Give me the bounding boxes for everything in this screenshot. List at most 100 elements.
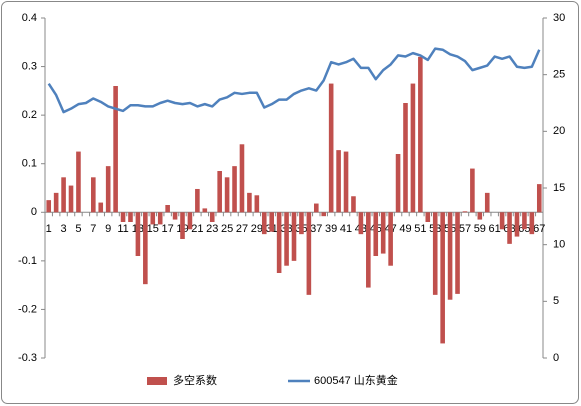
bar: [165, 205, 170, 213]
bar: [299, 212, 304, 235]
bar: [291, 212, 297, 261]
bar: [358, 212, 364, 235]
bar: [336, 150, 341, 213]
bar: [529, 212, 535, 235]
bar: [261, 212, 267, 235]
x-tick-label: 21: [191, 223, 203, 235]
bar: [135, 212, 141, 256]
bar: [484, 192, 490, 213]
y-tick-label: -0.2: [18, 303, 37, 315]
legend-label: 600547 山东黄金: [314, 373, 398, 387]
bar: [195, 188, 200, 213]
x-tick-label: 1: [46, 223, 52, 235]
bar: [507, 212, 512, 244]
x-tick-label: 11: [117, 223, 128, 235]
legend-swatch: [147, 377, 167, 385]
bar: [306, 212, 312, 295]
bar: [98, 202, 104, 213]
bar: [455, 212, 460, 294]
bar: [61, 177, 66, 213]
bar: [470, 168, 475, 213]
bar: [239, 144, 245, 213]
bar: [536, 184, 542, 213]
x-tick-label: 59: [474, 223, 486, 235]
bar: [224, 177, 230, 213]
bar: [425, 212, 431, 222]
x-tick-label: 61: [489, 223, 501, 235]
y-tick-label: 0: [31, 206, 37, 218]
y2-tick-label: 0: [553, 352, 559, 364]
bar: [499, 212, 505, 230]
bar: [313, 203, 319, 213]
bar: [343, 151, 349, 213]
bar: [232, 166, 237, 213]
y2-tick-label: 15: [553, 182, 565, 194]
bar: [440, 212, 445, 344]
x-tick-label: 29: [251, 223, 263, 235]
x-tick-label: 51: [414, 223, 426, 235]
y-tick-label: 0.1: [22, 158, 37, 170]
bar: [284, 212, 289, 266]
bar: [150, 212, 156, 225]
y2-tick-label: 5: [553, 295, 559, 307]
bar: [91, 177, 96, 213]
y-tick-label: -0.3: [18, 352, 37, 364]
y2-tick-label: 10: [553, 239, 565, 251]
bar: [462, 211, 468, 213]
line: [47, 47, 541, 114]
bar: [328, 83, 334, 213]
bar: [113, 86, 118, 213]
x-tick-label: 9: [105, 223, 111, 235]
legend-label: 多空系数: [173, 373, 217, 387]
bar: [373, 212, 379, 256]
x-tick-label: 15: [147, 223, 159, 235]
bar: [403, 103, 408, 213]
x-tick-label: 25: [221, 223, 233, 235]
y2-tick-label: 20: [553, 125, 565, 137]
bar: [418, 56, 423, 213]
bar: [410, 83, 416, 213]
x-tick-label: 23: [206, 223, 218, 235]
bar: [477, 212, 483, 220]
bar: [143, 212, 148, 285]
x-tick-label: 37: [310, 223, 322, 235]
bar: [202, 208, 208, 213]
y2-tick-label: 30: [553, 12, 565, 24]
x-tick-label: 39: [325, 223, 337, 235]
bar: [105, 166, 111, 213]
x-tick-label: 7: [90, 223, 96, 235]
bar: [321, 212, 327, 217]
bar: [388, 212, 393, 266]
bar: [187, 212, 193, 230]
bar: [53, 192, 59, 213]
bar: [68, 185, 74, 213]
bar: [366, 212, 371, 288]
bar: [514, 212, 520, 237]
x-tick-label: 67: [533, 223, 545, 235]
bar: [269, 212, 275, 232]
x-tick-label: 27: [236, 223, 248, 235]
bar: [447, 212, 453, 300]
bar: [180, 212, 185, 239]
bar: [247, 192, 252, 213]
bar: [157, 212, 163, 225]
bar: [46, 200, 52, 213]
bar: [209, 212, 215, 222]
x-tick-label: 57: [459, 223, 471, 235]
x-tick-label: 41: [340, 223, 352, 235]
bar: [128, 212, 133, 222]
y-tick-label: 0.4: [22, 12, 37, 24]
bar: [120, 212, 126, 222]
bar: [432, 212, 438, 295]
y-tick-label: 0.2: [22, 109, 37, 121]
bar: [380, 212, 386, 254]
bar: [395, 154, 401, 213]
x-tick-label: 3: [61, 223, 67, 235]
x-tick-label: 49: [399, 223, 411, 235]
bar: [276, 212, 282, 273]
bar: [172, 212, 178, 220]
y-tick-label: -0.1: [18, 255, 37, 267]
x-tick-label: 17: [162, 223, 174, 235]
